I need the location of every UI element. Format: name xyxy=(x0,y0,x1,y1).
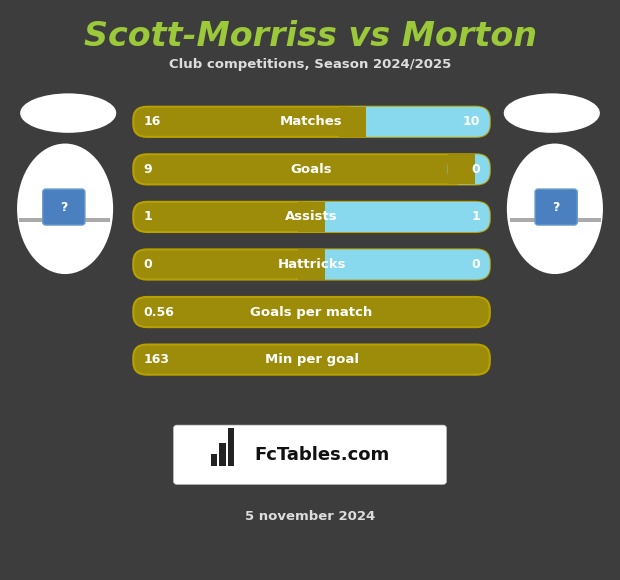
Text: 0.56: 0.56 xyxy=(143,306,174,318)
Text: Scott-Morriss vs Morton: Scott-Morriss vs Morton xyxy=(84,20,536,53)
Ellipse shape xyxy=(17,143,113,274)
Ellipse shape xyxy=(507,143,603,274)
FancyBboxPatch shape xyxy=(133,202,490,232)
Text: Min per goal: Min per goal xyxy=(265,353,358,366)
Text: 0: 0 xyxy=(143,258,152,271)
Text: 0: 0 xyxy=(471,258,480,271)
Text: Club competitions, Season 2024/2025: Club competitions, Season 2024/2025 xyxy=(169,58,451,71)
Bar xyxy=(339,107,366,137)
Text: Goals per match: Goals per match xyxy=(250,306,373,318)
FancyBboxPatch shape xyxy=(133,154,490,184)
Bar xyxy=(298,202,326,232)
Text: 163: 163 xyxy=(143,353,169,366)
Bar xyxy=(219,443,226,466)
Text: 1: 1 xyxy=(471,211,480,223)
FancyBboxPatch shape xyxy=(133,297,490,327)
Text: 16: 16 xyxy=(143,115,161,128)
Text: 10: 10 xyxy=(463,115,480,128)
Text: FcTables.com: FcTables.com xyxy=(255,445,390,464)
FancyBboxPatch shape xyxy=(448,154,490,184)
Text: 9: 9 xyxy=(143,163,152,176)
Text: Hattricks: Hattricks xyxy=(277,258,346,271)
Bar xyxy=(228,428,234,466)
Bar xyxy=(19,218,110,222)
Text: 0: 0 xyxy=(471,163,480,176)
FancyBboxPatch shape xyxy=(535,189,577,225)
FancyBboxPatch shape xyxy=(174,425,446,484)
FancyBboxPatch shape xyxy=(339,107,490,137)
Text: Matches: Matches xyxy=(280,115,343,128)
Bar xyxy=(448,154,475,184)
FancyBboxPatch shape xyxy=(298,249,490,280)
FancyBboxPatch shape xyxy=(43,189,85,225)
FancyBboxPatch shape xyxy=(133,249,490,280)
Ellipse shape xyxy=(20,93,117,133)
FancyBboxPatch shape xyxy=(133,107,490,137)
Text: Goals: Goals xyxy=(291,163,332,176)
Text: Assists: Assists xyxy=(285,211,338,223)
FancyBboxPatch shape xyxy=(298,202,490,232)
Bar xyxy=(298,249,326,280)
FancyBboxPatch shape xyxy=(133,345,490,375)
Bar xyxy=(510,218,601,222)
Text: ?: ? xyxy=(552,201,560,213)
Text: 1: 1 xyxy=(143,211,152,223)
Bar xyxy=(211,454,217,466)
Text: 5 november 2024: 5 november 2024 xyxy=(245,510,375,523)
Ellipse shape xyxy=(503,93,600,133)
Text: ?: ? xyxy=(60,201,68,213)
